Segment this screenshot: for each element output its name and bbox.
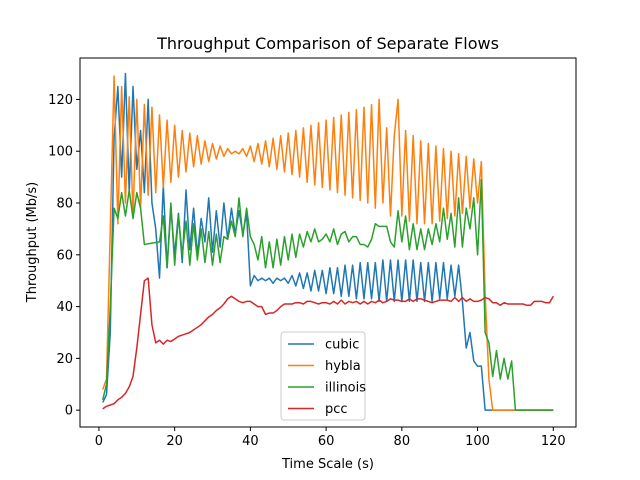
- legend-label-pcc: pcc: [325, 402, 348, 417]
- x-tick-label: 80: [394, 434, 411, 449]
- ticks-layer: 0 20 40 60 80 100 120 0 20 40 60 80 100 120: [48, 93, 566, 449]
- legend-label-illinois: illinois: [325, 381, 366, 396]
- x-tick-label: 60: [318, 434, 335, 449]
- x-axis-label: Time Scale (s): [281, 457, 374, 472]
- y-tick-label: 40: [56, 300, 73, 315]
- y-tick-label: 0: [65, 404, 73, 419]
- y-tick-label: 60: [56, 248, 73, 263]
- legend-box: [280, 331, 366, 421]
- x-tick-label: 100: [465, 434, 490, 449]
- y-tick-label: 100: [48, 145, 73, 160]
- x-tick-label: 0: [95, 434, 103, 449]
- series-line-hybla: [102, 75, 554, 411]
- series-line-pcc: [102, 277, 554, 410]
- legend: cubic hybla illinois pcc: [280, 331, 366, 421]
- legend-label-cubic: cubic: [325, 338, 359, 353]
- chart-title: Throughput Comparison of Separate Flows: [156, 34, 499, 53]
- x-tick-label: 40: [242, 434, 259, 449]
- x-tick-label: 20: [166, 434, 183, 449]
- y-axis-label: Throughput (Mb/s): [25, 182, 40, 303]
- series-line-illinois: [101, 178, 554, 411]
- x-tick-label: 120: [541, 434, 566, 449]
- y-tick-label: 120: [48, 93, 73, 108]
- legend-label-hybla: hybla: [325, 359, 361, 374]
- y-tick-label: 80: [56, 197, 73, 212]
- y-tick-label: 20: [56, 352, 73, 367]
- series-layer: [101, 72, 554, 411]
- plot-frame: [79, 57, 577, 428]
